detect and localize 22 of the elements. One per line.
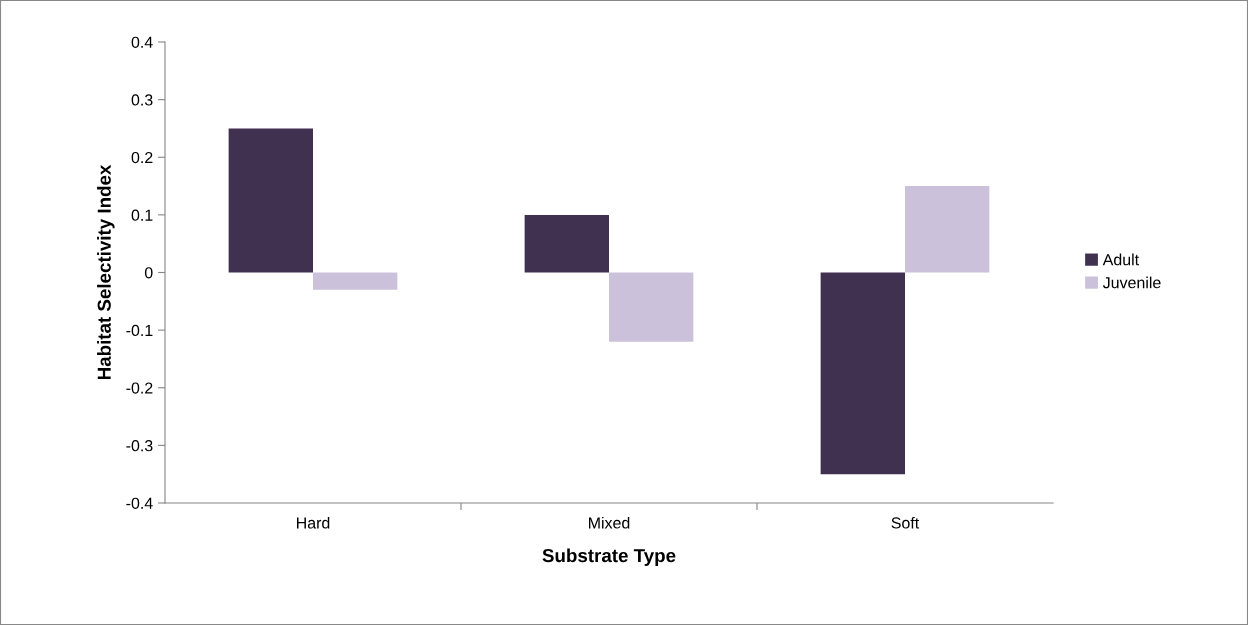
y-axis-title: Habitat Selectivity Index	[97, 164, 115, 380]
y-tick-label: -0.2	[126, 382, 153, 394]
bar	[524, 214, 609, 273]
y-tick-label: 0.3	[131, 94, 153, 106]
legend-label: Adult	[1102, 253, 1139, 266]
bar	[905, 186, 990, 273]
bar	[609, 272, 694, 342]
bar	[228, 128, 313, 273]
x-tick-label: Mixed	[589, 516, 630, 529]
y-tick-label: 0	[144, 267, 153, 279]
x-tick-label: Soft	[891, 516, 920, 529]
y-tick-label: -0.3	[126, 440, 153, 452]
y-tick-label: -0.4	[126, 497, 153, 509]
bar	[313, 272, 398, 290]
y-tick-label: 0.1	[131, 209, 153, 221]
legend-label: Juvenile	[1102, 276, 1161, 289]
bar	[820, 272, 905, 475]
x-axis-title: Substrate Type	[542, 548, 676, 566]
y-tick-label: 0.2	[131, 151, 153, 164]
x-tick-label: Hard	[297, 516, 330, 529]
y-tick-label: -0.1	[126, 324, 153, 337]
y-tick-label: 0.4	[131, 36, 153, 48]
